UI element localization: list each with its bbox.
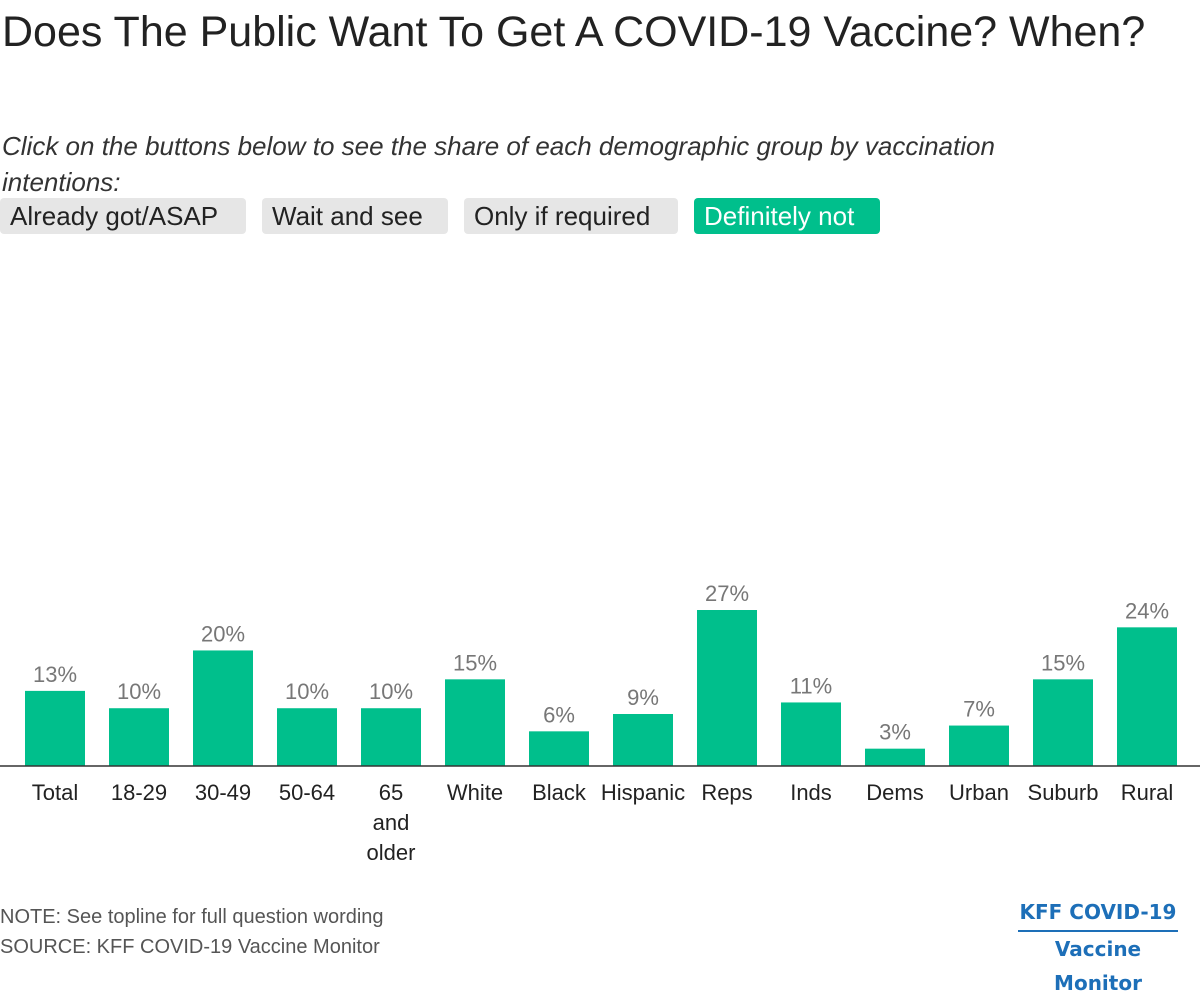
data-label: 3%: [879, 720, 911, 745]
logo-line-2: Vaccine Monitor: [1054, 937, 1142, 995]
data-label: 24%: [1125, 598, 1169, 623]
data-label: 6%: [543, 702, 575, 727]
data-label: 10%: [285, 679, 329, 704]
bar-chart: 13% Total 10% 18-29 20% 30-49 10% 50-64 10% 65 and…: [0, 581, 1200, 865]
logo-line-1: KFF COVID-19: [1018, 898, 1178, 932]
bar: [613, 714, 673, 766]
category-label: 65 and older: [367, 780, 416, 865]
bar: [277, 708, 337, 766]
category-label: Black: [532, 780, 587, 805]
data-label: 15%: [1041, 650, 1085, 675]
data-label: 11%: [790, 673, 832, 698]
category-label: White: [447, 780, 503, 805]
only-if-required-button[interactable]: Only if required: [464, 198, 678, 234]
bar: [193, 650, 253, 766]
bar: [109, 708, 169, 766]
category-label: Inds: [790, 780, 832, 805]
category-label: Reps: [701, 780, 752, 805]
data-label: 27%: [705, 581, 749, 606]
bar: [865, 748, 925, 766]
data-label: 9%: [627, 685, 659, 710]
category-label: Urban: [949, 780, 1009, 805]
category-label: Total: [32, 780, 78, 805]
category-label: Dems: [866, 780, 923, 805]
category-label: Rural: [1121, 780, 1174, 805]
chart-footer: NOTE: See topline for full question word…: [0, 902, 384, 962]
data-label: 7%: [963, 697, 995, 722]
category-label: 50-64: [279, 780, 335, 805]
note-text: NOTE: See topline for full question word…: [0, 906, 384, 928]
wait-and-see-button[interactable]: Wait and see: [262, 198, 448, 234]
bar: [361, 708, 421, 766]
bar: [1117, 627, 1177, 766]
page-title: Does The Public Want To Get A COVID-19 V…: [2, 8, 1146, 56]
category-label: Hispanic: [601, 780, 685, 805]
category-label: 18-29: [111, 780, 167, 805]
category-label: 30-49: [195, 780, 251, 805]
data-label: 13%: [33, 662, 77, 687]
category-label: Suburb: [1028, 780, 1099, 805]
bar: [697, 610, 757, 766]
data-label: 10%: [117, 679, 161, 704]
bar: [781, 702, 841, 766]
bar: [949, 725, 1009, 766]
bar: [1033, 679, 1093, 766]
data-label: 20%: [201, 621, 245, 646]
bar: [25, 690, 85, 766]
chart-subtitle: Click on the buttons below to see the sh…: [2, 131, 995, 197]
bar: [445, 679, 505, 766]
bar: [529, 731, 589, 766]
already-got-asap-button[interactable]: Already got/ASAP: [0, 198, 246, 234]
data-label: 15%: [453, 650, 497, 675]
source-text: SOURCE: KFF COVID-19 Vaccine Monitor: [0, 936, 380, 958]
kff-logo: KFF COVID-19 Vaccine Monitor: [1018, 898, 1178, 1000]
definitely-not-button[interactable]: Definitely not: [694, 198, 880, 234]
data-label: 10%: [369, 679, 413, 704]
